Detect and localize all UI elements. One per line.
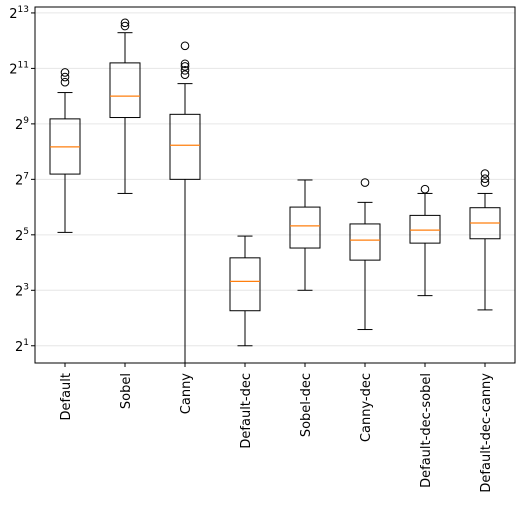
outlier-point bbox=[480, 178, 490, 187]
outlier-point bbox=[180, 62, 190, 71]
x-tick-label: Default-dec bbox=[239, 373, 254, 449]
box-series bbox=[49, 18, 501, 364]
outlier-point bbox=[60, 77, 70, 87]
outlier-point bbox=[480, 174, 490, 184]
box-iqr bbox=[289, 206, 321, 249]
x-tick-label: Sobel-dec bbox=[299, 373, 314, 437]
box-8 bbox=[469, 169, 501, 311]
box-1 bbox=[49, 68, 81, 233]
y-tick-label: 21 bbox=[15, 338, 29, 355]
box-iqr bbox=[409, 214, 441, 244]
outlier-point bbox=[480, 169, 490, 178]
box-5 bbox=[289, 179, 321, 291]
x-tick-label: Sobel bbox=[119, 373, 134, 409]
grid-lines bbox=[35, 12, 515, 347]
y-axis: 21 23 25 27 29 211 213 bbox=[9, 5, 35, 355]
plot-frame bbox=[34, 6, 516, 364]
y-tick-label: 211 bbox=[9, 60, 29, 77]
box-iqr bbox=[109, 62, 141, 119]
outlier-point bbox=[180, 41, 190, 51]
y-tick-label: 23 bbox=[15, 282, 29, 299]
box-iqr bbox=[169, 113, 201, 180]
outlier-point bbox=[120, 21, 130, 31]
box-4 bbox=[229, 235, 261, 347]
x-tick-label: Default bbox=[59, 373, 74, 421]
plot-background bbox=[35, 7, 515, 363]
y-tick-label: 213 bbox=[9, 5, 29, 22]
y-tick-label: 27 bbox=[15, 171, 29, 188]
x-tick-label: Canny-dec bbox=[359, 373, 374, 442]
y-tick-label: 25 bbox=[15, 227, 29, 244]
outlier-point bbox=[420, 184, 430, 194]
x-tick-label: Canny bbox=[179, 373, 194, 415]
box-iqr bbox=[349, 223, 381, 261]
x-tick-label: Default-dec-sobel bbox=[419, 373, 434, 488]
outlier-point bbox=[120, 18, 130, 28]
box-6 bbox=[349, 178, 381, 331]
outlier-point bbox=[60, 72, 70, 82]
x-axis: Default Sobel Canny Default-dec Sobel-dec Can… bbox=[59, 363, 494, 493]
y-tick-label: 29 bbox=[15, 116, 29, 133]
outlier-point bbox=[180, 59, 190, 69]
box-2 bbox=[109, 18, 141, 194]
outlier-point bbox=[360, 178, 370, 187]
box-7 bbox=[409, 184, 441, 297]
outlier-point bbox=[180, 66, 190, 75]
outlier-point bbox=[180, 70, 190, 79]
outlier-point bbox=[60, 68, 70, 77]
box-iqr bbox=[229, 257, 261, 312]
x-tick-label: Default-dec-canny bbox=[479, 373, 494, 493]
